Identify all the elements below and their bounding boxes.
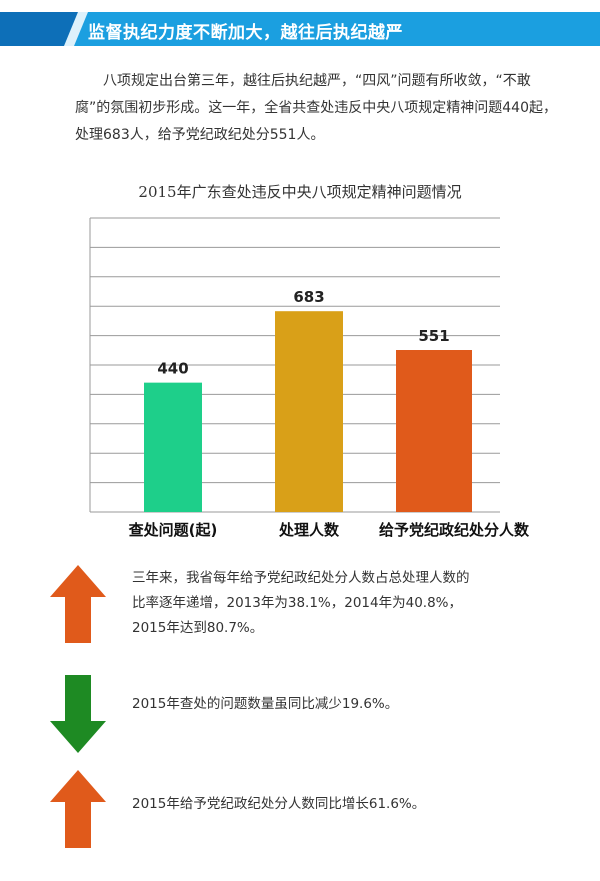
bar-2: [275, 311, 343, 512]
bar-chart: 2015年广东查处违反中央八项规定精神问题情况 440 查处问题(起) 683 处理人数…: [0, 170, 600, 550]
note-text-2: 2015年查处的问题数量虽同比减少19.6%。: [132, 692, 398, 717]
data-label-3: 551: [418, 327, 449, 345]
up-arrow-icon: [50, 565, 106, 647]
intro-paragraph: 八项规定出台第三年，越往后执纪越严，“四风”问题有所收敛，“不敢腐”的氛围初步形…: [75, 73, 557, 143]
note-line: 2015年达到80.7%。: [132, 620, 264, 636]
note-text-3: 2015年给予党纪政纪处分人数同比增长61.6%。: [132, 792, 425, 817]
chart-svg: 2015年广东查处违反中央八项规定精神问题情况 440 查处问题(起) 683 处理人数…: [89, 183, 530, 539]
note-text-1: 三年来，我省每年给予党纪政纪处分人数占总处理人数的 比率逐年递增，2013年为38…: [132, 566, 470, 641]
bar-3: [396, 350, 472, 512]
note-line: 2015年查处的问题数量虽同比减少19.6%。: [132, 696, 399, 712]
bar-1: [144, 382, 202, 512]
down-arrow-icon: [50, 675, 106, 757]
section-banner: 监督执纪力度不断加大，越往后执纪越严: [0, 12, 600, 46]
note-line: 2015年给予党纪政纪处分人数同比增长61.6%。: [132, 796, 426, 812]
up-arrow-icon: [50, 770, 106, 852]
category-label-3: 给予党纪政纪处分人数: [379, 521, 530, 539]
data-label-2: 683: [293, 288, 324, 306]
chart-title: 2015年广东查处违反中央八项规定精神问题情况: [138, 183, 461, 201]
note-line: 比率逐年递增，2013年为38.1%，2014年为40.8%，: [132, 595, 462, 611]
category-label-2: 处理人数: [278, 521, 340, 539]
banner-title: 监督执纪力度不断加大，越往后执纪越严: [88, 23, 403, 43]
note-line: 三年来，我省每年给予党纪政纪处分人数占总处理人数的: [132, 570, 470, 586]
data-label-1: 440: [157, 360, 188, 378]
category-label-1: 查处问题(起): [129, 521, 218, 539]
banner-background: [0, 12, 600, 46]
